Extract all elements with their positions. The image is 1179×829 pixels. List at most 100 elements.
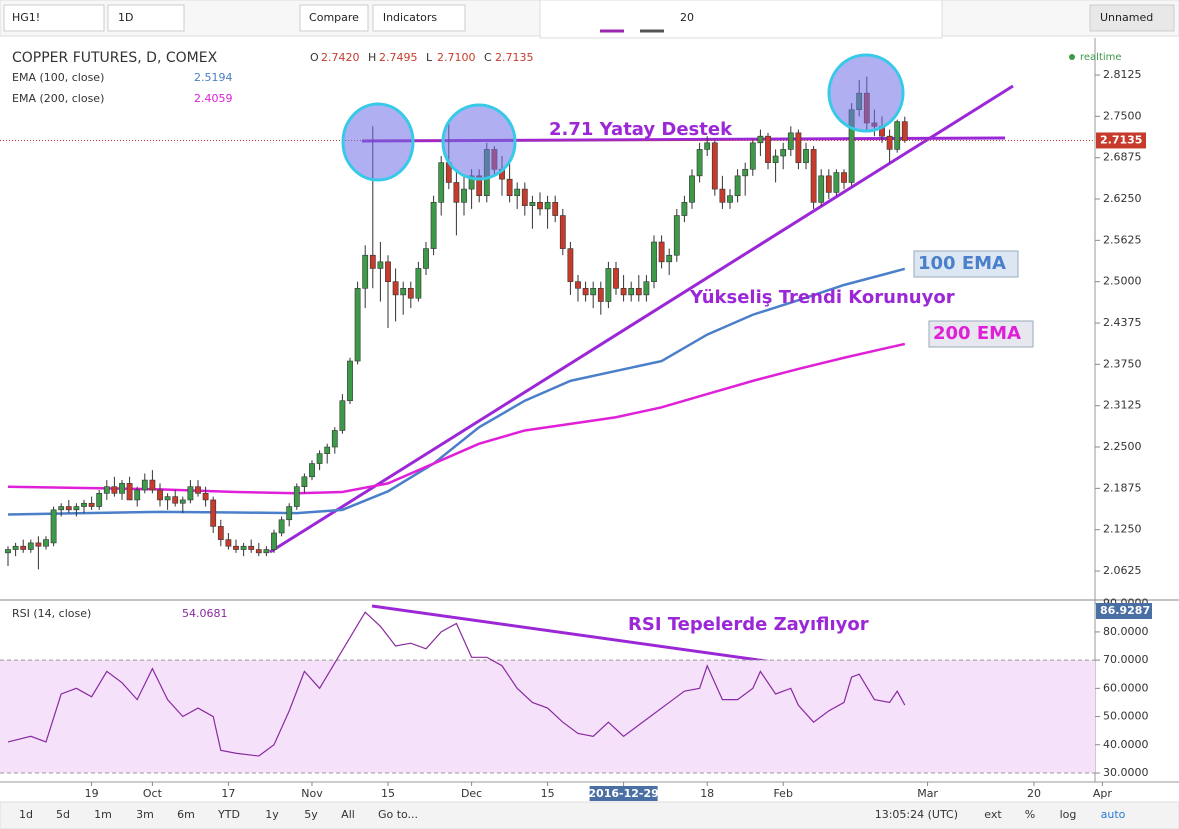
- compare-btn[interactable]: [299, 4, 369, 32]
- candle-body: [689, 175, 695, 203]
- candle-body: [734, 175, 741, 196]
- candle-body: [149, 479, 156, 491]
- candle-body: [88, 502, 95, 507]
- candle-body: [742, 168, 749, 177]
- candle-body: [103, 486, 110, 494]
- candle-body: [12, 545, 19, 550]
- range-btn[interactable]: YTD: [217, 808, 240, 821]
- annotation[interactable]: 200 EMA: [933, 323, 1021, 344]
- rsi-legend-name[interactable]: RSI (14, close): [12, 607, 91, 620]
- highlight-ellipse[interactable]: [441, 103, 517, 181]
- option-btn[interactable]: auto: [1101, 808, 1126, 821]
- highlight-ellipse[interactable]: [827, 53, 905, 133]
- toolbar: HG1! 1D Compare Indicators 20 Unnamed: [0, 0, 1179, 39]
- range-btn[interactable]: 3m: [136, 808, 154, 821]
- indicators-btn[interactable]: [372, 4, 466, 32]
- annotation[interactable]: 100 EMA: [918, 253, 1006, 274]
- layout-box[interactable]: [1089, 4, 1175, 32]
- option-btn[interactable]: %: [1025, 808, 1035, 821]
- y-tick-label: 2.1250: [1103, 523, 1142, 536]
- symbol[interactable]: HG1!: [12, 11, 40, 24]
- candle-body: [202, 493, 209, 501]
- symbol-box[interactable]: [3, 4, 105, 32]
- ema-line: [7, 267, 906, 516]
- candle-body: [727, 195, 733, 203]
- candle-body: [271, 532, 277, 550]
- candle-body: [833, 172, 840, 193]
- indicators[interactable]: Indicators: [383, 11, 438, 24]
- candle-body: [58, 506, 65, 511]
- line-width[interactable]: 20: [680, 11, 694, 24]
- candle-body: [141, 479, 148, 491]
- y-tick-label: 2.5000: [1103, 275, 1142, 288]
- y-tick-label: 2.5625: [1103, 233, 1142, 246]
- range-btn[interactable]: Go to...: [378, 808, 418, 821]
- legend-value: 2.5194: [194, 71, 233, 84]
- candle-body: [719, 188, 726, 203]
- interval[interactable]: 1D: [118, 11, 133, 24]
- rsi-annotation[interactable]: RSI Tepelerde Zayıflıyor: [628, 614, 869, 635]
- option-btn[interactable]: log: [1060, 808, 1077, 821]
- interval-box[interactable]: [107, 4, 185, 32]
- candle-body: [658, 241, 665, 263]
- candle-body: [575, 281, 581, 289]
- candle-body: [453, 182, 460, 203]
- x-tick-label: 15: [381, 787, 395, 800]
- candle-body: [514, 188, 521, 196]
- candle-body: [544, 202, 551, 210]
- x-tick-label: Dec: [461, 787, 482, 800]
- candle-body: [20, 545, 27, 550]
- range-btn[interactable]: 5y: [304, 808, 318, 821]
- trend-line[interactable]: [269, 84, 1014, 554]
- candle-body: [711, 142, 718, 190]
- legend-name[interactable]: EMA (200, close): [12, 92, 104, 105]
- candle-body: [537, 202, 543, 210]
- layout-name[interactable]: Unnamed: [1100, 11, 1153, 24]
- range-btn[interactable]: 1d: [19, 808, 33, 821]
- y-tick-label: 2.6875: [1103, 151, 1142, 164]
- candle-body: [81, 502, 87, 507]
- chart-title: COPPER FUTURES, D, COMEX: [12, 50, 218, 66]
- rsi-y-tick-label: 80.0000: [1103, 625, 1149, 638]
- ohlc-value: 2.7135: [495, 51, 534, 64]
- option-btn[interactable]: ext: [984, 808, 1002, 821]
- candle-body: [423, 248, 429, 269]
- range-btn[interactable]: All: [341, 808, 355, 821]
- x-tick-label: Mar: [917, 787, 938, 800]
- candle-body: [894, 121, 901, 150]
- candle-body: [347, 360, 353, 402]
- bottom-bar: [0, 801, 1179, 829]
- candle-body: [35, 542, 42, 547]
- candle-body: [27, 542, 34, 550]
- range-btn[interactable]: 1y: [265, 808, 279, 821]
- ohlc-key: L: [426, 51, 433, 64]
- x-tick-label: 20: [1027, 787, 1041, 800]
- candle-body: [704, 142, 711, 150]
- candle-body: [529, 202, 536, 206]
- highlight-ellipse[interactable]: [341, 102, 415, 182]
- candle-body: [506, 178, 513, 196]
- annotation[interactable]: 2.71 Yatay Destek: [549, 119, 733, 140]
- ohlc-key: O: [310, 51, 319, 64]
- ohlc-value: 2.7495: [379, 51, 418, 64]
- candle-body: [324, 446, 331, 454]
- candle-body: [400, 287, 407, 296]
- y-tick-label: 2.7500: [1103, 109, 1142, 122]
- rsi-badge-label: 86.9287: [1100, 604, 1150, 617]
- candle-body: [651, 241, 657, 282]
- candle-body: [43, 539, 49, 547]
- range-btn[interactable]: 1m: [94, 808, 112, 821]
- candle-body: [818, 175, 825, 203]
- legend-name[interactable]: EMA (100, close): [12, 71, 104, 84]
- y-tick-label: 2.8125: [1103, 68, 1142, 81]
- range-btn[interactable]: 5d: [56, 808, 70, 821]
- rsi-y-tick-label: 50.0000: [1103, 710, 1149, 723]
- candle-body: [339, 400, 346, 431]
- annotation[interactable]: Yükseliş Trendi Korunuyor: [689, 287, 955, 308]
- candle-body: [210, 499, 217, 527]
- candle-body: [134, 489, 141, 501]
- rsi-y-tick-label: 30.0000: [1103, 766, 1149, 779]
- candle-body: [461, 188, 467, 203]
- compare[interactable]: Compare: [309, 11, 359, 24]
- range-btn[interactable]: 6m: [177, 808, 195, 821]
